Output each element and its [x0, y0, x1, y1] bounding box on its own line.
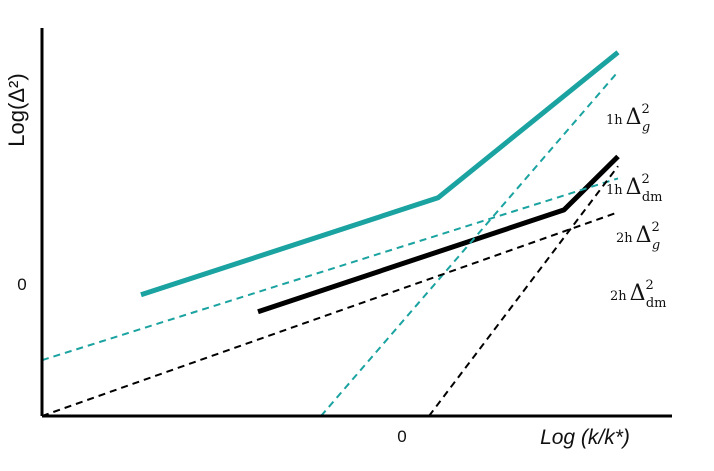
series-layer [42, 50, 620, 416]
series-line-dm-2h [42, 211, 619, 416]
tick-labels: 00 [17, 275, 406, 446]
y-tick-label: 0 [17, 275, 26, 294]
series-line-gas-2h [42, 177, 619, 362]
x-tick-label: 0 [397, 427, 406, 446]
series-line-dm-total [257, 154, 620, 315]
x-axis-title: Log (k/k*) [540, 426, 630, 449]
series-label-dm-2h: 2h Δ2 dm [610, 278, 666, 311]
axes-layer: Log(Δ²) Log (k/k*) [4, 28, 672, 449]
y-axis-title: Log(Δ²) [4, 73, 29, 146]
series-line-gas-1h [320, 71, 619, 416]
series-line-dm-1h [428, 165, 619, 416]
series-label-dm-1h: 1h Δ2 dm [606, 172, 662, 205]
series-label-gas-1h: 1h Δ2 g [606, 102, 650, 135]
series-line-gas-total [140, 50, 620, 298]
series-label-gas-2h: 2h Δ2 g [616, 220, 660, 253]
series-labels: 1h Δ2 g 1h Δ2 dm 2h Δ2 g 2h Δ2 dm [606, 102, 666, 311]
